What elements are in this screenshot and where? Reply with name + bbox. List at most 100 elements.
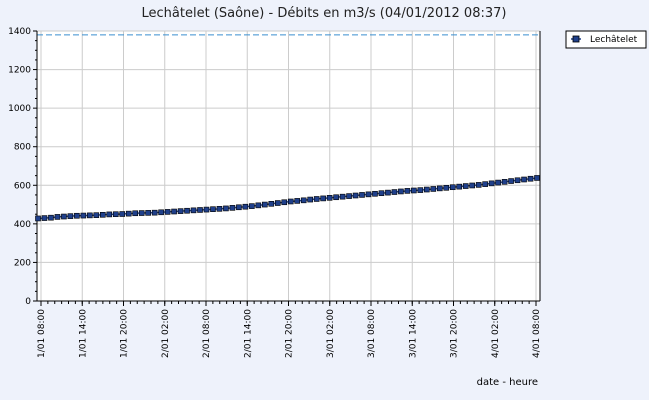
data-point: [495, 179, 501, 186]
data-point: [145, 210, 151, 216]
data-point: [41, 215, 48, 221]
data-point: [430, 186, 437, 192]
data-point: [151, 209, 158, 216]
x-tick-label: 3/01 14:00: [408, 309, 418, 358]
x-tick-label: 2/01 02:00: [161, 309, 171, 358]
x-ticks: 1/01 08:00 1/01 14:00 1/01 20:00 2/01 02:00…: [37, 301, 542, 358]
data-point: [236, 204, 242, 211]
data-point: [521, 176, 527, 183]
y-tick-label: 1000: [8, 104, 31, 114]
y-tick-label: 200: [14, 258, 31, 268]
x-tick-label: 4/01 08:00: [532, 309, 542, 358]
data-point: [352, 192, 359, 199]
data-point: [184, 207, 190, 214]
data-point: [67, 213, 74, 219]
data-point: [527, 175, 534, 182]
data-point: [436, 185, 443, 192]
data-point: [112, 211, 119, 218]
data-point: [359, 192, 365, 198]
data-point: [203, 206, 210, 213]
x-tick-label: 2/01 20:00: [285, 309, 295, 358]
data-point: [249, 203, 255, 209]
x-tick-label: 2/01 14:00: [243, 309, 253, 358]
y-tick-label: 1200: [8, 66, 31, 76]
data-point: [74, 212, 80, 219]
data-point: [475, 182, 482, 188]
chart-title: Lechâtelet (Saône) - Débits en m3/s (04/…: [142, 6, 507, 21]
legend-box: [565, 30, 647, 49]
data-point: [177, 208, 184, 214]
data-point: [223, 205, 229, 212]
data-point: [100, 211, 106, 218]
data-point: [210, 206, 216, 212]
data-point: [294, 198, 301, 204]
x-tick-label: 3/01 08:00: [367, 309, 377, 358]
data-point: [262, 201, 268, 208]
data-point: [462, 183, 469, 189]
data-point: [190, 207, 197, 214]
x-axis-label: date - heure: [477, 377, 538, 388]
data-point: [534, 175, 540, 181]
x-tick-label: 1/01 20:00: [120, 309, 130, 358]
data-point: [242, 203, 249, 210]
data-point: [326, 195, 333, 201]
data-point: [274, 200, 281, 206]
data-point: [35, 215, 41, 222]
data-point: [514, 177, 521, 184]
data-point: [138, 210, 145, 216]
data-point: [164, 209, 171, 215]
data-point: [197, 207, 203, 213]
y-ticks: 0 200 400 600 800 1000 1200 1400: [8, 27, 37, 307]
data-point: [378, 190, 385, 196]
data-point: [333, 194, 339, 201]
data-point: [300, 197, 307, 204]
legend-label: Lechâtelet: [590, 35, 638, 45]
y-tick-label: 1400: [8, 27, 31, 37]
legend-swatch-marker: [572, 35, 580, 43]
x-tick-label: 2/01 08:00: [202, 309, 212, 358]
data-point: [313, 196, 320, 202]
series-lechatelet: [35, 175, 540, 222]
y-tick-label: 0: [25, 297, 31, 307]
data-point: [417, 187, 424, 193]
data-point: [456, 183, 463, 190]
x-tick-label: 3/01 02:00: [326, 309, 336, 358]
data-point: [281, 199, 288, 206]
data-point: [125, 210, 132, 217]
data-point: [339, 193, 346, 200]
data-point: [93, 212, 100, 218]
x-tick-label: 4/01 02:00: [491, 309, 501, 358]
data-point: [132, 210, 139, 217]
x-tick-label: 3/01 20:00: [450, 309, 460, 358]
data-point: [48, 214, 54, 221]
data-point: [404, 188, 411, 194]
data-point: [449, 184, 456, 191]
data-point: [391, 189, 398, 195]
data-point: [158, 209, 164, 216]
data-point: [469, 182, 475, 189]
data-point: [287, 198, 294, 205]
data-point: [216, 206, 223, 212]
data-point: [80, 212, 87, 219]
data-point: [54, 214, 61, 220]
data-point: [255, 202, 262, 209]
data-point: [87, 212, 93, 219]
data-point: [346, 193, 352, 199]
data-point: [488, 180, 495, 187]
data-point: [229, 205, 236, 211]
data-point: [307, 196, 313, 203]
data-point: [385, 189, 391, 196]
data-point: [508, 178, 514, 184]
data-point: [501, 179, 508, 185]
y-tick-label: 400: [14, 220, 31, 230]
y-tick-label: 800: [14, 143, 31, 153]
data-point: [61, 213, 67, 220]
data-point: [411, 187, 417, 194]
data-point: [171, 208, 177, 215]
data-point: [372, 190, 378, 197]
data-point: [398, 188, 404, 195]
x-tick-label: 1/01 08:00: [37, 309, 47, 358]
data-point: [443, 184, 450, 191]
legend: Lechâtelet: [565, 30, 647, 49]
